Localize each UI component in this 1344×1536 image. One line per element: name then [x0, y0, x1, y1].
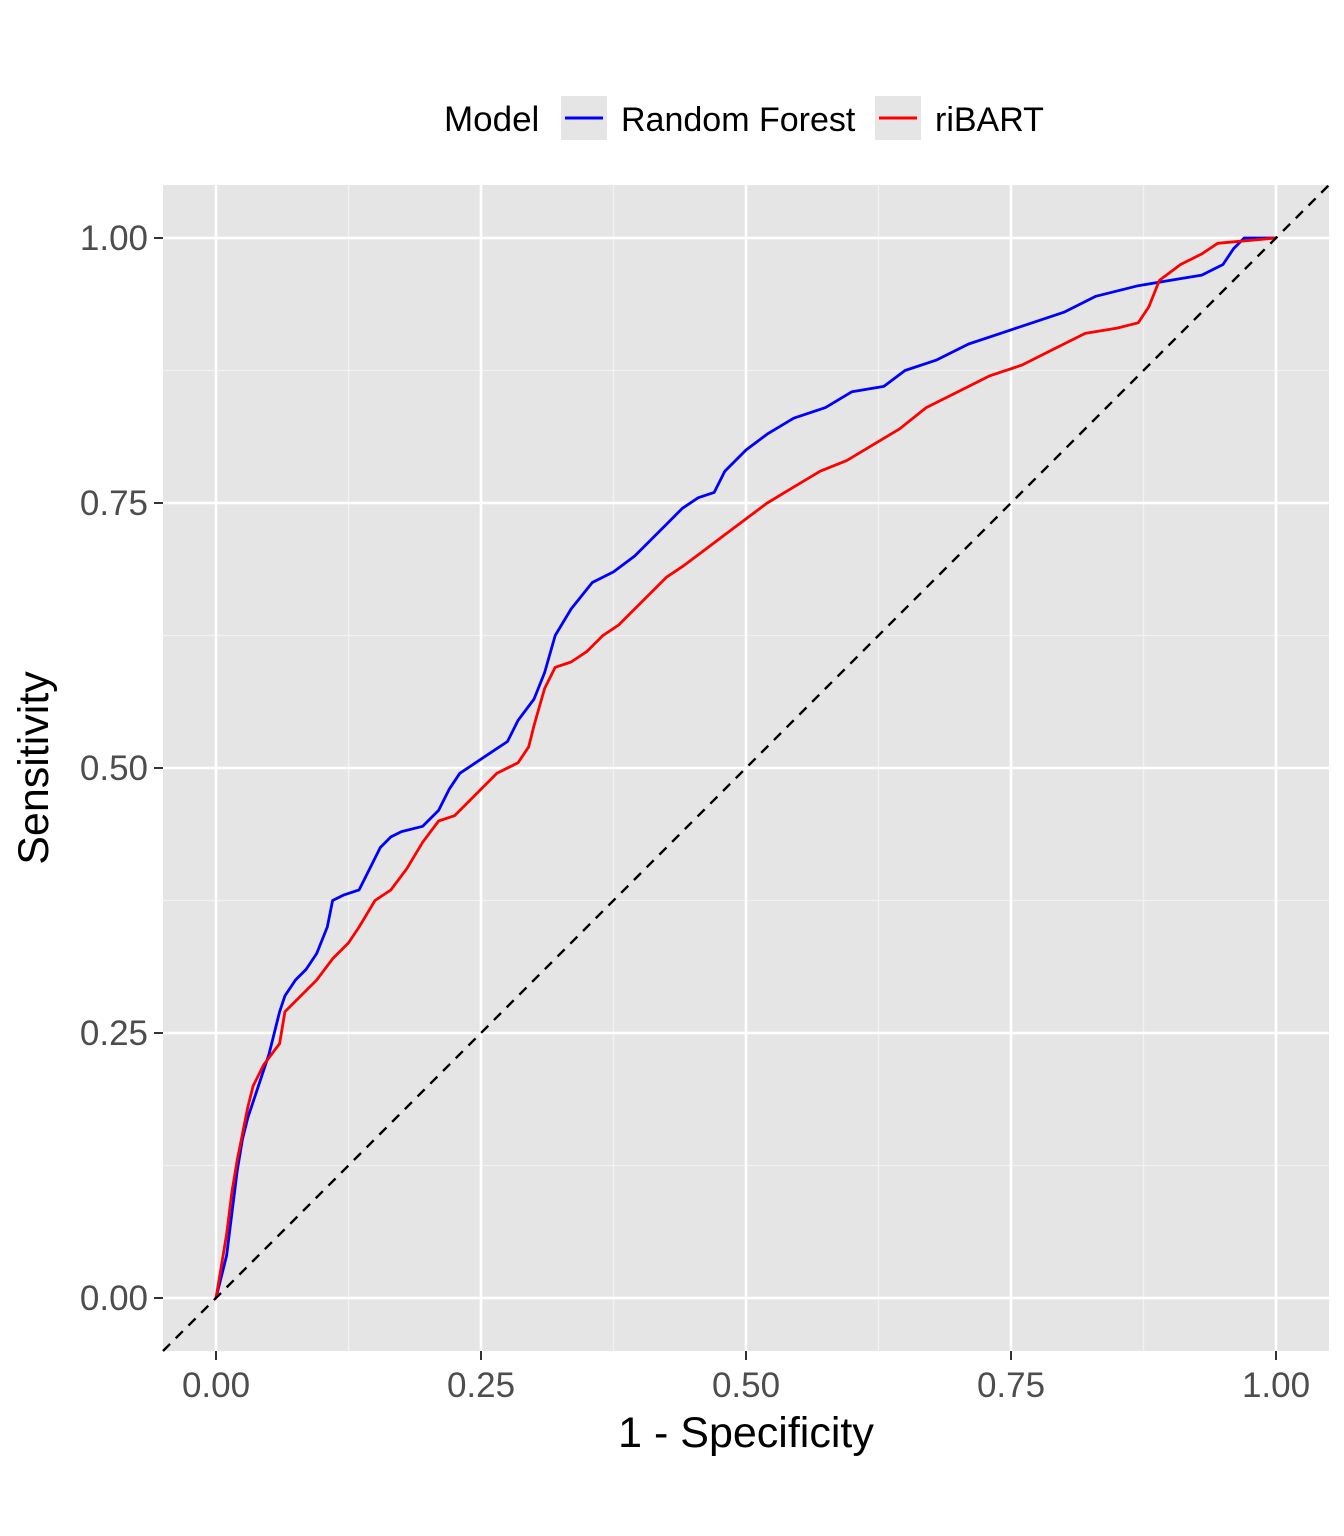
legend-label-random-forest: Random Forest — [621, 101, 856, 139]
grid — [163, 185, 1329, 1351]
legend: Model Random Forest riBART — [444, 96, 1044, 140]
legend-title: Model — [444, 100, 539, 139]
y-tick-label: 0.25 — [80, 1014, 148, 1053]
x-tick-label: 0.75 — [977, 1366, 1045, 1405]
y-axis: 0.00 0.25 0.50 0.75 1.00 — [80, 219, 163, 1318]
y-tick-label: 0.00 — [80, 1279, 148, 1318]
y-tick-label: 1.00 — [80, 219, 148, 258]
plot-layer — [162, 184, 1330, 1352]
y-tick-label: 0.50 — [80, 749, 148, 788]
x-axis: 0.00 0.25 0.50 0.75 1.00 — [182, 1351, 1310, 1405]
series-line-ribart — [214, 236, 1277, 1299]
x-axis-title: 1 - Specificity — [618, 1409, 874, 1457]
reference-diagonal-line — [162, 184, 1330, 1352]
legend-label-ribart: riBART — [935, 101, 1044, 139]
x-tick-label: 0.25 — [447, 1366, 515, 1405]
y-axis-title: Sensitivity — [10, 671, 58, 865]
series-line-random-forest — [214, 236, 1276, 1299]
x-tick-label: 1.00 — [1242, 1366, 1310, 1405]
x-tick-label: 0.00 — [182, 1366, 250, 1405]
x-tick-label: 0.50 — [712, 1366, 780, 1405]
y-tick-label: 0.75 — [80, 484, 148, 523]
